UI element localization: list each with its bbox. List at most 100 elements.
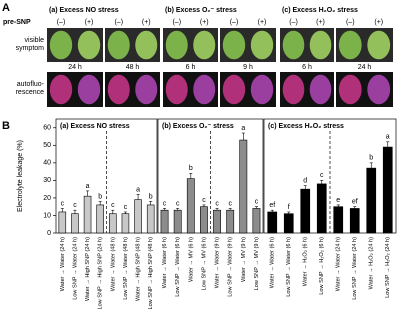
significance-letter: a [136, 186, 140, 193]
leaf [135, 74, 158, 105]
leaf [338, 74, 362, 105]
significance-letter: c [228, 200, 232, 207]
significance-letter: c [320, 172, 324, 179]
bar [96, 204, 104, 234]
treatment-sign: (–) [230, 19, 239, 26]
significance-letter: c [124, 204, 128, 211]
row-label: visible [25, 37, 45, 44]
significance-letter: e [336, 197, 340, 204]
significance-letter: c [255, 199, 259, 206]
x-tick-label: Water → H₂O₂ (6 h) [303, 237, 309, 286]
treatment-sign: (+) [142, 19, 151, 26]
treatment-sign: (+) [85, 19, 94, 26]
leaf [165, 74, 188, 105]
significance-letter: c [111, 202, 115, 209]
treatment-sign: (+) [258, 19, 267, 26]
time-label: 6 h [302, 64, 312, 71]
bar [121, 213, 130, 234]
x-tick-label: Water → Water (6 h) [270, 237, 276, 288]
y-tick-label: 10 [43, 212, 51, 219]
significance-letter: c [61, 200, 65, 207]
bar [226, 209, 235, 234]
significance-letter: c [215, 200, 219, 207]
leaf [338, 30, 362, 60]
significance-letter: f [288, 204, 290, 211]
significance-letter: c [176, 200, 180, 207]
y-tick-label: 30 [43, 177, 51, 184]
x-tick-label: Low SNP → MV (6 h) [201, 237, 207, 291]
significance-letter: a [241, 125, 245, 132]
leaf [367, 74, 391, 105]
time-label: 48 h [126, 64, 140, 71]
treatment-sign: (–) [57, 19, 66, 26]
leaf [367, 30, 391, 60]
bar [366, 167, 377, 234]
x-tick-label: Water → MV (9 h) [241, 237, 247, 282]
leaf [282, 74, 305, 105]
bar [283, 213, 294, 234]
x-tick-label: Water → MV (6 h) [188, 237, 194, 282]
leaf [309, 30, 332, 60]
significance-letter: b [189, 165, 193, 172]
treatment-sign: (–) [346, 19, 355, 26]
bar [200, 206, 208, 234]
x-tick-label: Low SNP → High SNP (24 h) [98, 237, 104, 310]
x-tick-label: Water → Water (48 h) [110, 237, 116, 291]
time-label: 9 h [243, 64, 253, 71]
bar [267, 211, 278, 234]
leaf [135, 30, 158, 60]
row-label: rescence [16, 89, 45, 96]
pre-snp-label: pre-SNP [3, 19, 31, 26]
treatment-sign: (+) [316, 19, 325, 26]
significance-letter: ef [352, 199, 358, 206]
panel-a-title: (a) Excess NO stress [49, 7, 119, 14]
x-tick-label: Water → High SNP (48 h) [136, 237, 142, 301]
y-tick-label: 60 [43, 125, 51, 132]
bar [71, 213, 79, 234]
panel-a-title: (b) Excess O₂⁻ stress [165, 7, 237, 14]
leaf [309, 74, 332, 105]
x-tick-label: Low SNP → Water (9 h) [228, 237, 234, 297]
leaf [193, 74, 216, 105]
bar [300, 188, 311, 234]
bar [58, 211, 67, 234]
bar [83, 195, 92, 234]
bar [382, 146, 393, 234]
x-tick-label: Water → High SNP (24 h) [85, 237, 91, 301]
bar [349, 208, 360, 234]
significance-letter: c [163, 200, 167, 207]
significance-letter: a [386, 134, 390, 141]
bar [316, 183, 327, 234]
y-tick-label: 0 [47, 230, 51, 237]
leaf [49, 30, 73, 60]
x-tick-label: Low SNP → MV (9 h) [254, 237, 260, 291]
x-tick-label: Low SNP → Water (48 h) [123, 237, 129, 300]
bar [186, 178, 195, 234]
significance-letter: c [202, 197, 206, 204]
y-tick-label: 50 [43, 142, 51, 149]
leaf [222, 74, 246, 105]
significance-letter: b [149, 193, 153, 200]
chart-title: (a) Excess NO stress [60, 123, 130, 130]
x-tick-label: Water → H₂O₂ (24 h) [369, 237, 375, 289]
time-label: 24 h [358, 64, 372, 71]
leaf [250, 74, 274, 105]
x-tick-label: Low SNP → H₂O₂ (24 h) [385, 237, 391, 298]
bar [252, 208, 261, 234]
leaf [77, 30, 101, 60]
significance-letter: b [98, 193, 102, 200]
treatment-sign: (–) [172, 19, 181, 26]
time-label: 6 h [186, 64, 196, 71]
significance-letter: b [369, 155, 373, 162]
chart-title: (b) Excess O₂⁻ stress [162, 123, 234, 130]
x-tick-label: Low SNP → Water (6 h) [286, 237, 292, 297]
treatment-sign: (–) [114, 19, 123, 26]
bar [213, 209, 221, 234]
treatment-sign: (+) [200, 19, 209, 26]
bar [160, 209, 169, 234]
y-tick-label: 20 [43, 195, 51, 202]
bar [333, 206, 344, 234]
leaf [77, 74, 101, 105]
x-tick-label: Low SNP → Water (24 h) [352, 237, 358, 300]
